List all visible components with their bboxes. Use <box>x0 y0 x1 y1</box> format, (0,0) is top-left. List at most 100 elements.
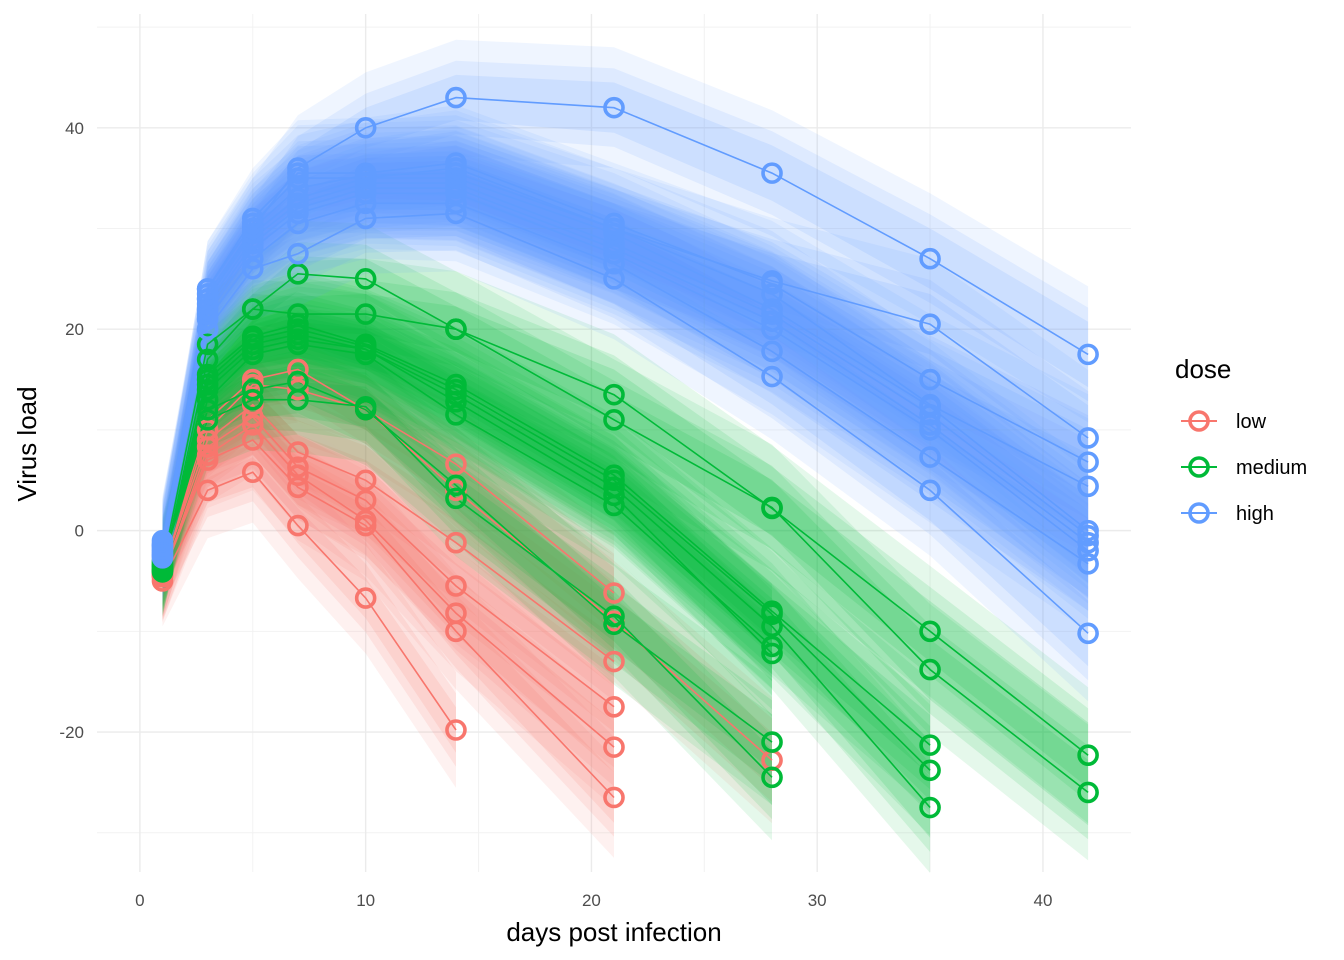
ribbon-high <box>162 136 1089 568</box>
ribbon-high <box>162 120 1089 599</box>
data-point-low <box>603 650 625 673</box>
data-point-low <box>196 479 219 502</box>
series-line-high <box>161 96 1089 546</box>
data-point-medium <box>603 409 625 431</box>
legend-keys: low medium high <box>1181 410 1307 525</box>
ribbon-medium <box>162 306 931 776</box>
ribbon-high <box>162 145 1089 565</box>
data-point-high <box>1077 519 1099 542</box>
ribbon-low <box>162 374 614 808</box>
x-tick-label: 10 <box>356 891 375 910</box>
data-point-high <box>1077 622 1099 645</box>
ribbon-low <box>162 334 614 654</box>
data-point-high <box>919 446 941 468</box>
data-point-high <box>445 86 467 109</box>
data-point-medium <box>761 635 783 658</box>
data-point-medium <box>603 464 625 487</box>
data-point-medium <box>445 404 467 426</box>
legend-label-medium: medium <box>1236 457 1307 479</box>
plot-panel <box>97 14 1131 873</box>
data-point-medium <box>196 348 219 371</box>
ribbon-high <box>162 140 1089 568</box>
data-point-medium <box>196 398 219 421</box>
series-line-medium <box>161 308 1089 794</box>
data-point-high <box>761 283 783 305</box>
data-point-medium <box>445 487 467 510</box>
data-point-medium <box>761 642 783 665</box>
ribbon-low <box>162 369 614 619</box>
data-point-high <box>761 310 783 332</box>
data-point-medium <box>1077 744 1099 766</box>
data-point-medium <box>445 373 467 396</box>
x-axis-title: days post infection <box>506 917 721 947</box>
ribbon-high <box>162 145 1089 632</box>
data-point-high <box>919 368 941 391</box>
data-point-low <box>445 719 467 741</box>
ribbon-medium <box>162 276 931 836</box>
ribbon-medium <box>162 281 931 873</box>
y-tick-label: 20 <box>65 320 84 339</box>
data-point-low <box>354 489 377 512</box>
data-point-low <box>354 587 377 609</box>
y-axis-title: Virus load <box>12 386 42 501</box>
data-point-high <box>445 202 467 225</box>
legend: dose low medium high <box>1175 354 1307 525</box>
ribbon-high <box>162 39 1089 591</box>
data-point-low <box>196 429 219 451</box>
data-point-medium <box>603 383 625 406</box>
data-point-high <box>1077 475 1099 498</box>
data-point-low <box>287 358 309 381</box>
ribbon-high <box>162 155 1089 564</box>
data-point-medium <box>603 476 625 499</box>
ribbon-high <box>162 74 1089 556</box>
ribbon-high <box>162 166 1089 611</box>
data-point-high <box>196 318 219 341</box>
ribbon-low <box>162 366 614 768</box>
data-point-low <box>241 368 264 391</box>
data-point-high <box>761 162 783 184</box>
series-line-high <box>161 182 1089 549</box>
series-line-high <box>161 212 1089 634</box>
data-point-high <box>287 242 309 265</box>
data-point-high <box>1077 427 1099 449</box>
data-point-high <box>287 212 309 235</box>
data-point-medium <box>287 370 309 393</box>
ribbon-low <box>162 355 614 633</box>
ribbon-medium <box>162 297 931 815</box>
ribbon-high <box>162 126 1089 583</box>
data-point-low <box>287 378 309 401</box>
data-point-medium <box>761 497 783 520</box>
data-point-low <box>287 464 309 487</box>
data-point-medium <box>761 766 783 789</box>
data-point-medium <box>603 613 625 636</box>
data-points <box>151 86 1099 819</box>
data-point-low <box>603 582 625 604</box>
data-point-high <box>241 217 264 240</box>
data-point-high <box>287 187 309 210</box>
data-point-low <box>445 453 467 475</box>
data-point-high <box>445 157 467 179</box>
data-point-high <box>151 543 174 566</box>
data-point-high <box>603 217 625 240</box>
data-point-high <box>241 247 264 270</box>
ribbon-medium <box>162 291 772 710</box>
series-line-high <box>161 172 1089 544</box>
ribbon-high <box>162 150 1089 554</box>
data-point-high <box>919 393 941 416</box>
ribbon-high <box>162 180 1089 597</box>
legend-key-point-high <box>1188 502 1210 524</box>
series-line-high <box>161 202 1089 565</box>
data-point-medium <box>287 313 309 335</box>
data-point-high <box>196 278 219 300</box>
ribbon-low <box>162 410 614 837</box>
series-line-high <box>161 167 1089 555</box>
ribbon-medium <box>162 349 772 784</box>
data-point-high <box>761 270 783 292</box>
data-point-medium <box>241 388 264 411</box>
ribbon-low <box>162 389 614 858</box>
x-axis-tick-labels: 0 10 20 30 40 <box>135 891 1052 910</box>
ribbon-medium <box>162 220 1089 824</box>
data-point-high <box>761 318 783 341</box>
data-point-low <box>196 444 219 466</box>
